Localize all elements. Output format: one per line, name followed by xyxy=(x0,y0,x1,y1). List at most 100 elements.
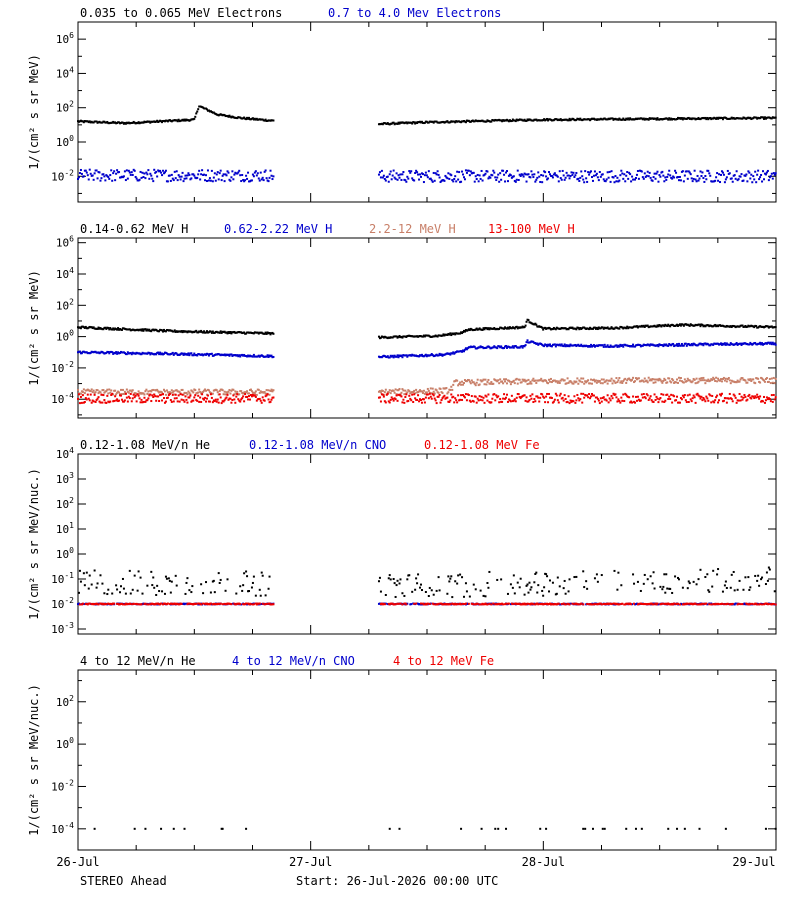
data-point xyxy=(677,176,680,179)
data-point xyxy=(704,382,707,385)
data-point xyxy=(659,585,662,588)
data-point xyxy=(757,377,760,380)
data-point xyxy=(640,393,643,396)
data-point xyxy=(754,170,757,173)
data-point xyxy=(145,329,148,332)
data-point xyxy=(462,395,465,398)
data-point xyxy=(540,174,543,177)
data-point xyxy=(486,170,489,173)
data-point xyxy=(166,396,169,399)
y-tick-label: 104 xyxy=(56,65,74,80)
data-point xyxy=(147,169,150,172)
data-point xyxy=(627,117,630,120)
data-point xyxy=(548,579,551,582)
data-point xyxy=(653,378,656,381)
data-point xyxy=(622,393,625,396)
data-point xyxy=(709,116,712,119)
data-point xyxy=(533,173,536,176)
data-point xyxy=(225,396,228,399)
data-point xyxy=(404,179,407,182)
data-point xyxy=(772,172,775,175)
data-point xyxy=(203,173,206,176)
data-point xyxy=(508,380,511,383)
data-point xyxy=(249,603,252,606)
data-point xyxy=(181,171,184,174)
data-point xyxy=(519,577,522,580)
data-point xyxy=(419,175,422,178)
data-point xyxy=(529,394,532,397)
data-point xyxy=(92,326,95,329)
data-point xyxy=(555,380,558,383)
series-points xyxy=(77,339,777,359)
data-point xyxy=(498,401,501,404)
data-point xyxy=(105,327,108,330)
data-point xyxy=(616,588,619,591)
data-point xyxy=(551,176,554,179)
data-point xyxy=(120,393,123,396)
data-point xyxy=(619,401,622,404)
data-point xyxy=(465,590,468,593)
data-point xyxy=(440,399,443,402)
data-point xyxy=(699,568,702,571)
data-point xyxy=(615,344,618,347)
data-point xyxy=(694,602,697,605)
data-point xyxy=(456,603,459,606)
data-point xyxy=(548,378,551,381)
data-point xyxy=(414,122,417,125)
data-point xyxy=(457,394,460,397)
data-point xyxy=(609,379,612,382)
data-point xyxy=(106,120,109,123)
data-point xyxy=(428,392,431,395)
data-point xyxy=(172,330,175,333)
data-point xyxy=(427,595,430,598)
data-point xyxy=(596,328,599,331)
data-point xyxy=(520,326,523,329)
data-point xyxy=(614,381,617,384)
data-point xyxy=(180,330,183,333)
data-point xyxy=(387,400,390,403)
data-point xyxy=(488,602,491,605)
data-point xyxy=(217,401,220,404)
data-point xyxy=(199,178,202,181)
data-point xyxy=(621,381,624,384)
data-point xyxy=(577,177,580,180)
data-point xyxy=(691,180,694,183)
data-point xyxy=(154,395,157,398)
data-point xyxy=(146,352,149,355)
data-point xyxy=(83,326,86,329)
data-point xyxy=(669,380,672,383)
data-point xyxy=(746,381,749,384)
data-point xyxy=(616,381,619,384)
data-point xyxy=(182,180,185,183)
data-point xyxy=(507,120,510,123)
data-point xyxy=(767,380,770,383)
data-point xyxy=(237,171,240,174)
data-point xyxy=(78,172,81,175)
data-point xyxy=(167,394,170,397)
data-point xyxy=(536,342,539,345)
legend-entry: 0.12-1.08 MeV/n He xyxy=(80,438,210,452)
data-point xyxy=(622,177,625,180)
data-point xyxy=(676,343,679,346)
data-point xyxy=(251,355,254,358)
data-point xyxy=(148,177,151,180)
data-point xyxy=(129,592,132,595)
data-point xyxy=(616,400,619,403)
data-point xyxy=(87,397,90,400)
data-point xyxy=(687,170,690,173)
data-point xyxy=(513,327,516,330)
data-point xyxy=(652,400,655,403)
data-point xyxy=(481,346,484,349)
data-point xyxy=(757,574,760,577)
data-point xyxy=(161,174,164,177)
data-point xyxy=(468,329,471,332)
legend-entry: 0.12-1.08 MeV/n CNO xyxy=(249,438,386,452)
data-point xyxy=(402,171,405,174)
data-point xyxy=(134,175,137,178)
data-point xyxy=(587,396,590,399)
data-point xyxy=(667,398,670,401)
data-point xyxy=(514,180,517,183)
data-point xyxy=(387,391,390,394)
data-point xyxy=(683,394,686,397)
data-point xyxy=(502,397,505,400)
